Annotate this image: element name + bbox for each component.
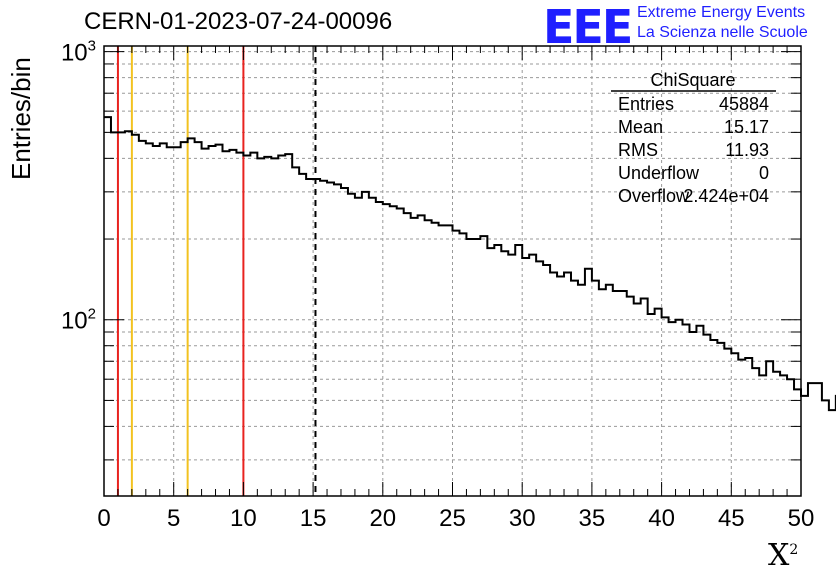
stats-row-value: 2.424e+04 [683,186,769,206]
x-tick-labels: 0 5 10 15 20 25 30 35 40 45 50 [97,505,814,532]
y-tick-label: 103 [61,38,96,67]
x-tick-label: 50 [788,505,815,532]
y-tick-labels: 102 103 [61,38,96,335]
x-tick-label: 15 [300,505,327,532]
grid-lines [104,46,801,496]
stats-row-label: Underflow [618,163,700,183]
x-tick-label: 35 [579,505,606,532]
histogram-series [104,116,836,412]
x-tick-label: 45 [718,505,745,532]
stats-row-label: Mean [618,117,663,137]
x-axis-label: X2 [768,538,798,573]
axis-ticks [103,46,802,496]
stats-row-value: 11.93 [725,140,769,160]
x-tick-label: 10 [230,505,257,532]
stats-box: ChiSquare Entries 45884 Mean 15.17 RMS 11.93 Un… [611,70,776,206]
histogram-steps [104,116,836,412]
x-tick-label: 25 [439,505,466,532]
cut-lines [116,46,317,496]
eee-logo: EEE [543,0,633,54]
run-title: CERN-01-2023-07-24-00096 [84,8,393,35]
x-tick-label: 20 [369,505,396,532]
y-tick-label: 102 [61,306,96,335]
stats-row-value: 45884 [719,94,769,114]
stats-row-label: Entries [618,94,674,114]
stats-row-value: 0 [759,163,769,183]
x-axis-label-base: X [768,538,790,573]
logo-caption-line1: Extreme Energy Events [637,4,806,21]
stats-title: ChiSquare [650,70,735,90]
stats-row-label: RMS [618,140,658,160]
logo-caption-line2: La Scienza nelle Scuole [637,24,808,41]
x-tick-label: 5 [167,505,180,532]
x-tick-label: 0 [97,505,110,532]
y-axis-label: Entries/bin [6,57,36,180]
x-axis-label-exponent: 2 [789,542,799,558]
stats-row-value: 15.17 [724,117,769,137]
x-tick-label: 40 [648,505,675,532]
stats-row-label: Overflow [618,186,690,206]
x-tick-label: 30 [509,505,536,532]
